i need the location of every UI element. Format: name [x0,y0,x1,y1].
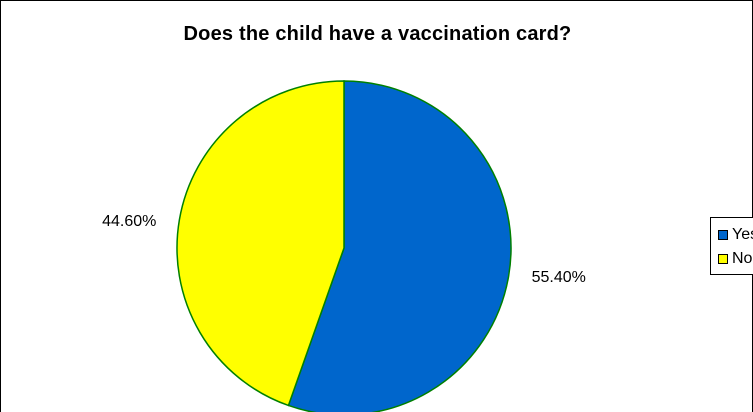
pie-slice-no [176,80,345,407]
legend-item-yes: Yes [718,225,753,245]
legend-label-no: No [732,250,753,267]
chart-title: Does the child have a vaccination card? [183,23,572,45]
data-label-no: 44.60% [102,213,156,230]
legend: Yes No [710,217,753,275]
legend-swatch-yes [718,230,728,240]
legend-item-no: No [718,249,752,269]
legend-swatch-no [718,254,728,264]
legend-label-yes: Yes [732,226,753,243]
data-label-yes: 55.40% [532,269,586,286]
